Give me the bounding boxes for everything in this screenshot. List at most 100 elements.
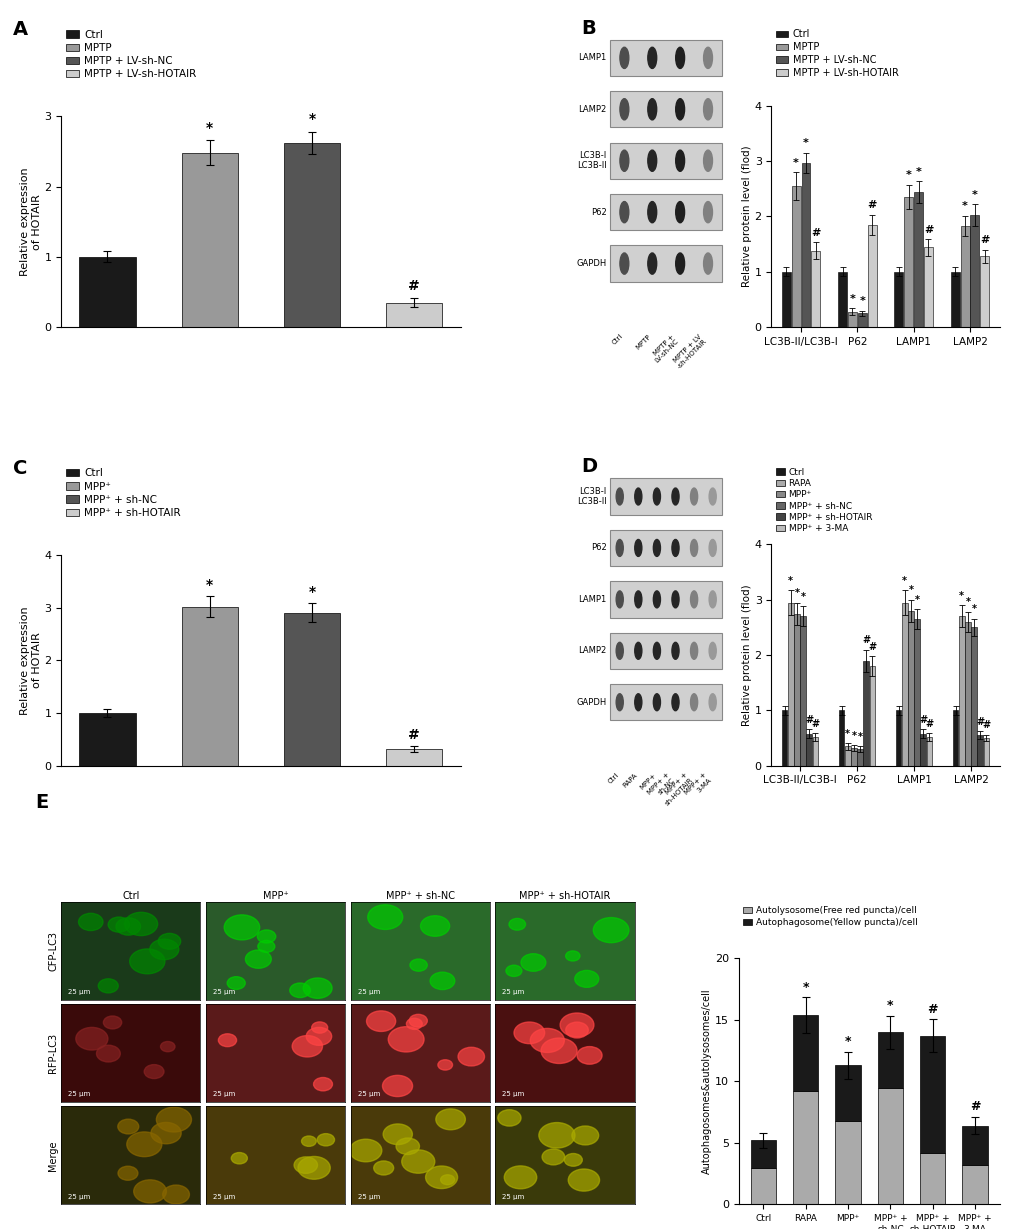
Bar [913,192,922,327]
Circle shape [577,1047,601,1064]
Circle shape [708,693,715,710]
Bar [781,272,790,327]
Bar [806,734,811,766]
Circle shape [566,951,580,961]
Text: *: * [788,576,793,586]
Bar [960,226,969,327]
Legend: Ctrl, MPTP, MPTP + LV-sh-NC, MPTP + LV-sh-HOTAIR: Ctrl, MPTP, MPTP + LV-sh-NC, MPTP + LV-s… [775,29,898,79]
Circle shape [163,1185,190,1204]
Text: #: # [924,719,932,729]
Circle shape [514,1023,544,1043]
Text: #: # [866,200,876,210]
FancyBboxPatch shape [609,91,721,128]
Text: LAMP2: LAMP2 [578,646,606,655]
Circle shape [116,918,141,935]
Text: *: * [206,578,213,592]
Circle shape [647,47,656,69]
Bar [857,750,862,766]
Text: #: # [867,642,875,651]
Circle shape [559,1013,593,1037]
Text: #: # [408,728,420,742]
Circle shape [158,933,180,949]
Circle shape [291,1036,322,1057]
Text: LAMP2: LAMP2 [578,104,606,114]
Circle shape [653,591,660,608]
Bar [181,152,237,327]
Bar [976,735,982,766]
Bar [847,312,856,327]
Text: *: * [802,139,808,149]
Circle shape [653,540,660,557]
Bar [801,162,809,327]
Circle shape [425,1166,458,1188]
Bar [961,1126,986,1165]
Circle shape [620,150,628,171]
Bar [867,225,875,327]
Text: 25 μm: 25 μm [213,1091,235,1097]
Text: MPP+ +
3-MA: MPP+ + 3-MA [683,772,712,801]
Circle shape [406,1019,422,1030]
Circle shape [615,540,623,557]
Y-axis label: Merge: Merge [48,1141,58,1170]
Text: *: * [858,296,864,306]
Text: B: B [581,18,595,38]
Circle shape [312,1021,327,1034]
Circle shape [151,1122,181,1144]
Bar [791,186,800,327]
Text: #: # [969,1100,979,1113]
Circle shape [653,693,660,710]
Text: #: # [408,279,420,293]
Title: Ctrl: Ctrl [122,891,140,901]
Circle shape [289,983,310,998]
Text: #: # [926,1003,937,1015]
Text: 25 μm: 25 μm [213,1193,235,1200]
Circle shape [703,253,712,274]
Circle shape [593,918,629,943]
Circle shape [118,1166,138,1180]
Bar [982,739,988,766]
Circle shape [458,1047,484,1066]
Circle shape [497,1110,521,1126]
Circle shape [672,591,679,608]
Text: *: * [308,112,315,127]
Bar [952,710,958,766]
Circle shape [298,1156,330,1180]
Bar [79,257,136,327]
Circle shape [388,1026,424,1052]
Bar [979,257,988,327]
Circle shape [615,643,623,659]
Circle shape [306,1027,331,1046]
Circle shape [366,1011,395,1031]
FancyBboxPatch shape [609,194,721,230]
Text: *: * [857,732,862,742]
Bar [812,737,817,766]
Text: *: * [800,592,805,602]
Circle shape [675,150,684,171]
Circle shape [634,693,641,710]
Text: *: * [206,120,213,134]
Text: *: * [844,1036,851,1048]
Text: *: * [308,585,315,600]
Bar [386,748,442,766]
Text: *: * [887,999,893,1011]
Text: MPP+: MPP+ [638,772,656,790]
Circle shape [634,591,641,608]
Circle shape [634,488,641,505]
Text: *: * [908,585,913,595]
Bar [793,1015,817,1091]
Bar [919,734,925,766]
Bar [919,1153,945,1204]
Title: MPP⁺ + sh-HOTAIR: MPP⁺ + sh-HOTAIR [519,891,610,901]
Circle shape [708,540,715,557]
Bar [794,613,799,766]
Bar [788,602,793,766]
Circle shape [620,253,628,274]
Circle shape [672,540,679,557]
Text: D: D [581,457,597,476]
Text: 25 μm: 25 μm [502,989,524,995]
Text: #: # [981,720,989,730]
Text: #: # [804,715,812,725]
Circle shape [572,1126,598,1145]
Text: LC3B-I
LC3B-II: LC3B-I LC3B-II [577,487,606,506]
Circle shape [620,202,628,222]
